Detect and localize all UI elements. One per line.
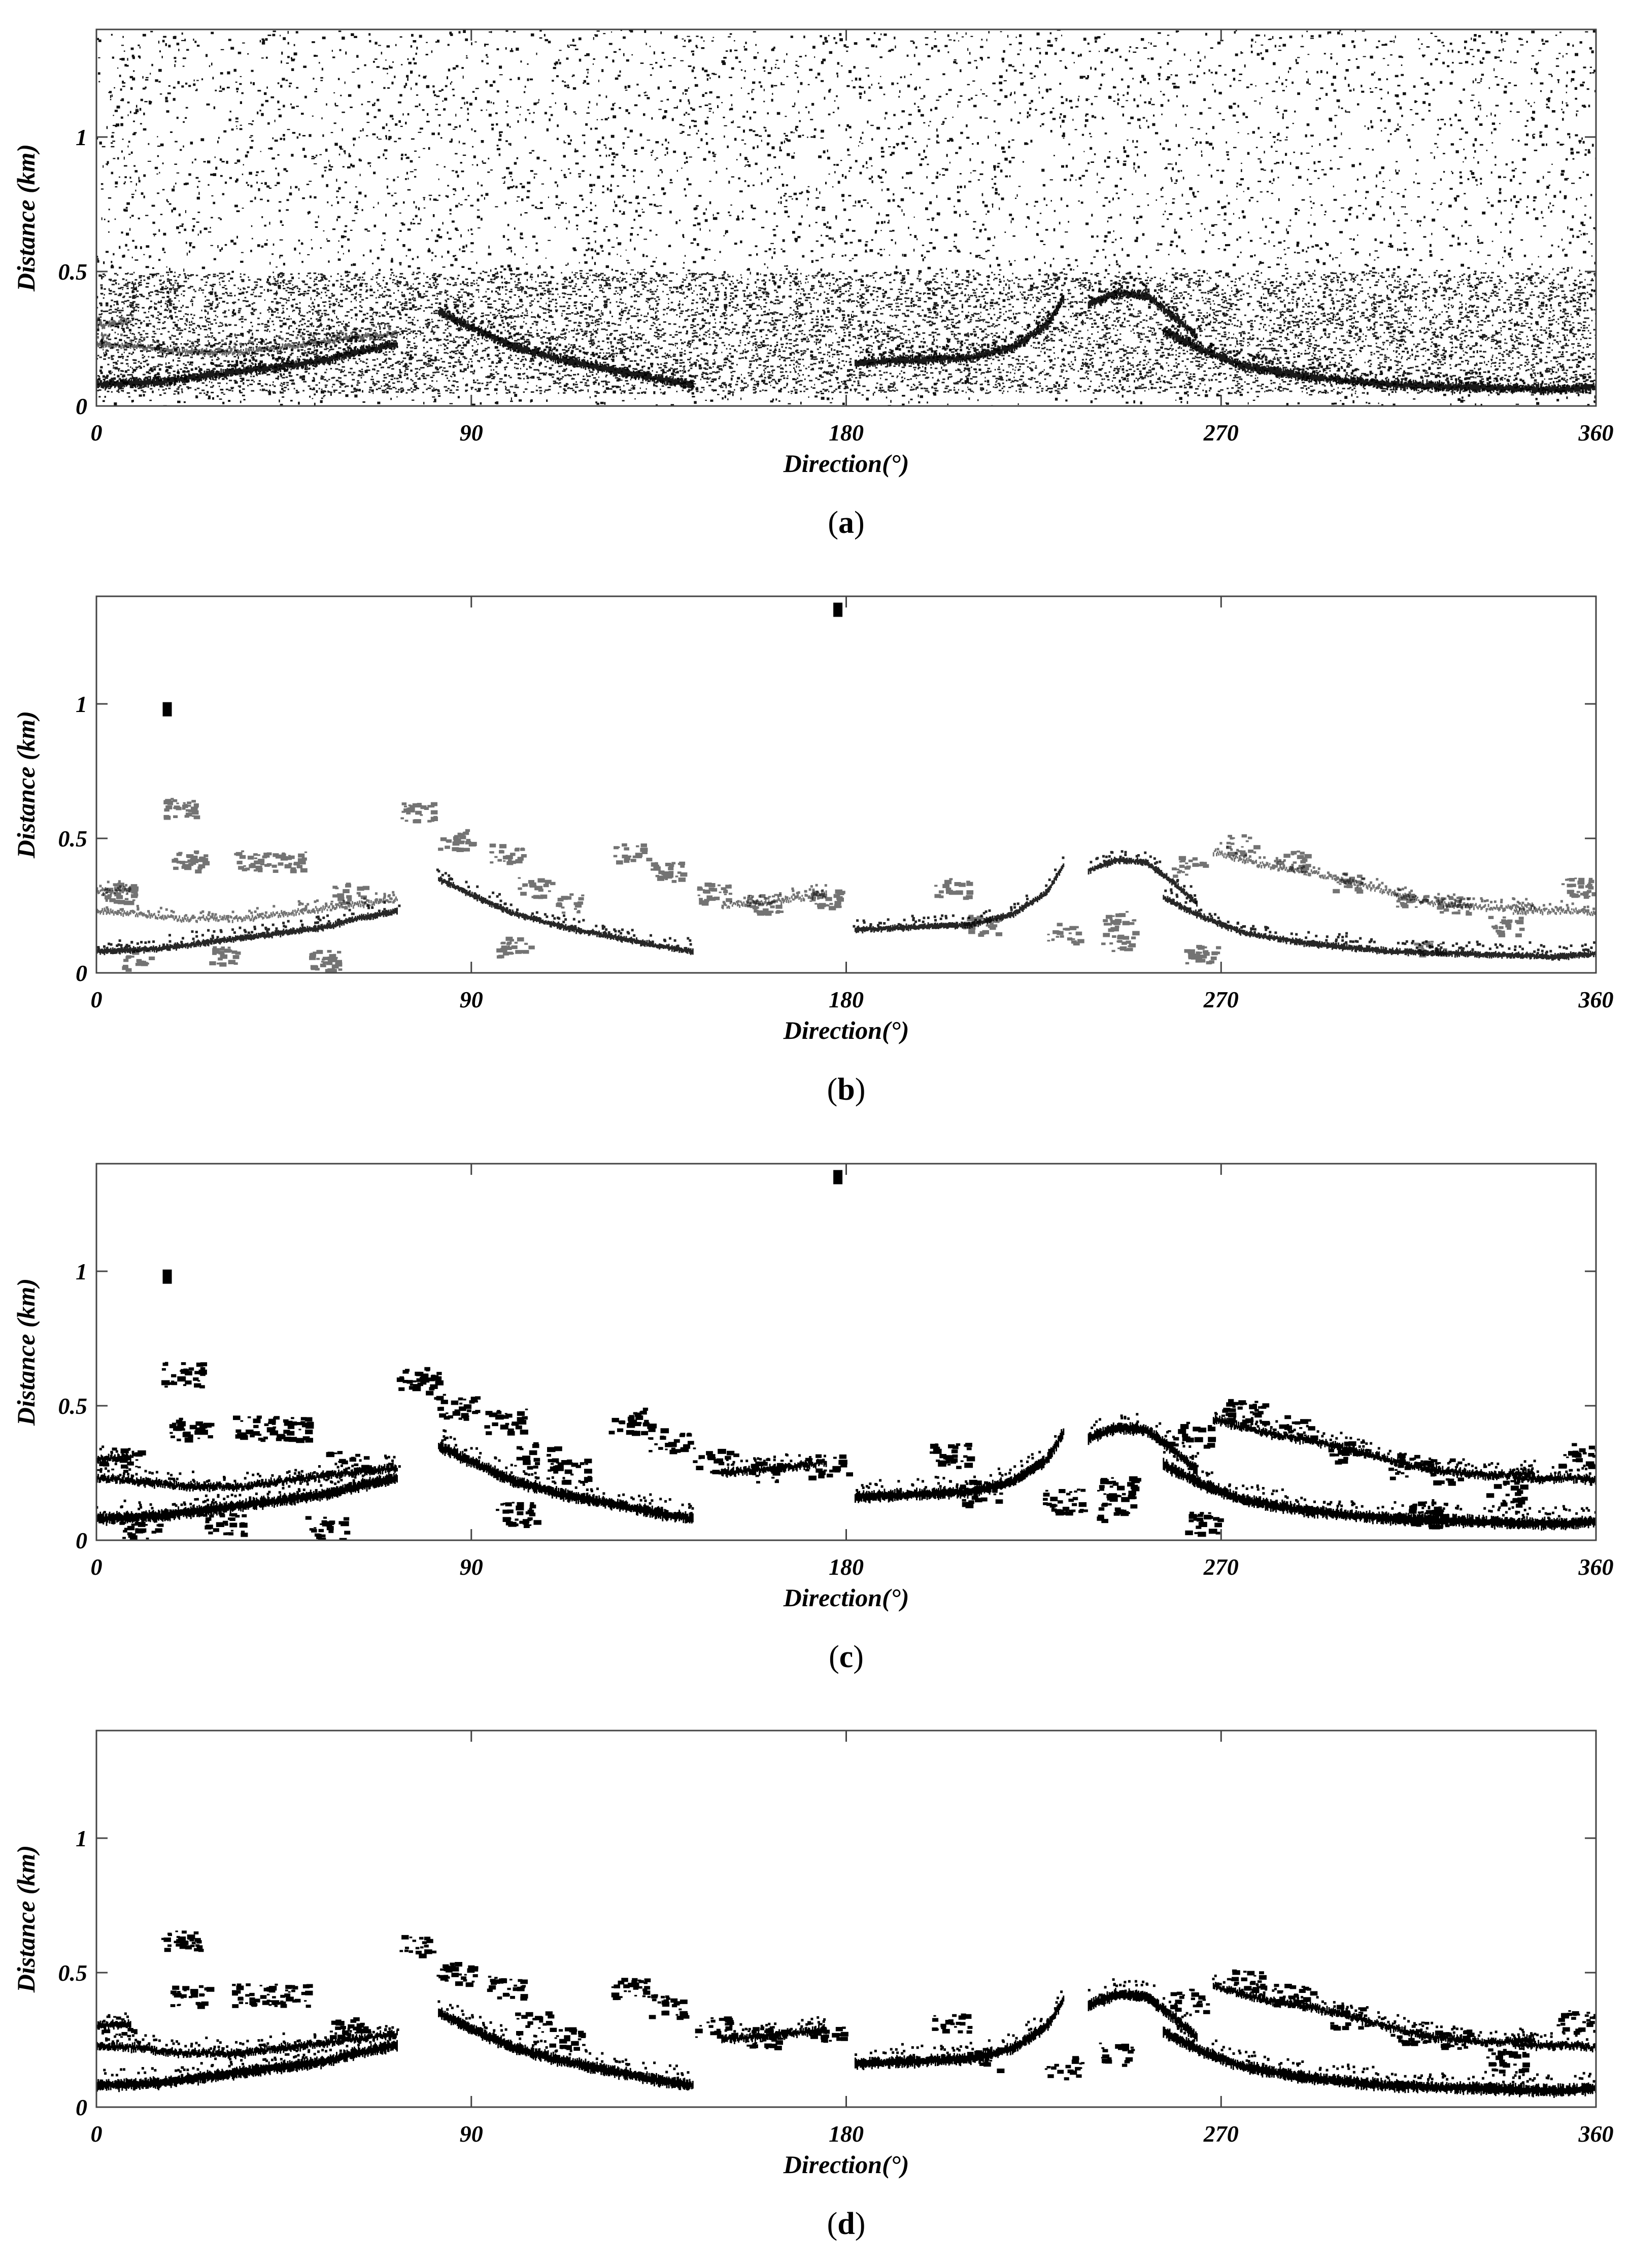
y-tick-label: 0 (76, 960, 87, 986)
x-tick-label: 360 (1578, 2121, 1614, 2147)
wave-band-main (1163, 2025, 1601, 2098)
panel-c: 0 90 180 270 360 0 0.5 1 Direction(°) Distance (k… (12, 1164, 1614, 1674)
x-tick-label: 180 (829, 420, 864, 446)
x-tick-label: 270 (1203, 2121, 1239, 2147)
y-axis-label: Distance (km) (12, 1278, 40, 1426)
panel-label-close: ) (854, 505, 865, 540)
x-tick-label: 360 (1578, 1554, 1614, 1580)
panel-label: (b) (827, 1072, 866, 1107)
x-tick-label: 270 (1203, 1554, 1239, 1580)
data-marks (94, 603, 1599, 973)
data-marks (96, 29, 1599, 409)
y-tick-label: 0 (76, 1528, 87, 1553)
x-tick-label: 360 (1578, 420, 1614, 446)
wave-band-main (1163, 888, 1598, 961)
x-tick-label: 180 (829, 1554, 864, 1580)
x-tick-label: 90 (460, 987, 483, 1012)
wave-band-main (1163, 1451, 1598, 1531)
y-tick-label: 1 (76, 124, 87, 150)
isolated-point (163, 702, 172, 717)
wave-band-secondary (1513, 900, 1598, 917)
panel-b: 0 90 180 270 360 0 0.5 1 Direction(°) Distance (k… (12, 596, 1614, 1107)
isolated-point (833, 1170, 842, 1184)
wave-band-secondary (1213, 1410, 1536, 1481)
x-tick-label: 0 (91, 1554, 103, 1580)
y-tick-label: 0.5 (58, 1393, 88, 1419)
y-axis-label: Distance (km) (12, 144, 40, 292)
panel-label: (d) (827, 2207, 866, 2241)
y-tick-label: 0.5 (58, 826, 88, 852)
panel-label-close: ) (855, 2207, 866, 2241)
panel-label-letter: d (837, 2207, 855, 2241)
wave-band-secondary (1213, 842, 1535, 912)
x-axis-label: Direction(°) (783, 1583, 909, 1612)
data-marks (96, 1931, 1601, 2098)
panel-d: 0 90 180 270 360 0 0.5 1 Direction(°) Distance (k… (12, 1731, 1614, 2241)
y-tick-label: 0 (76, 2094, 87, 2120)
data-marks (95, 1170, 1599, 1543)
x-tick-label: 180 (829, 987, 864, 1012)
y-tick-label: 1 (76, 1825, 87, 1851)
x-axis-label: Direction(°) (783, 449, 909, 478)
x-tick-label: 90 (460, 420, 483, 446)
plot-frame (96, 596, 1596, 973)
wave-band-secondary (96, 2012, 131, 2030)
x-axis-label: Direction(°) (783, 2150, 909, 2179)
x-tick-label: 0 (91, 987, 103, 1012)
x-tick-label: 180 (829, 2121, 864, 2147)
wave-band-main (1088, 1413, 1199, 1476)
x-tick-label: 360 (1578, 987, 1614, 1012)
plot-frame (96, 1164, 1596, 1540)
panel-label-open: ( (828, 505, 838, 540)
isolated-point (833, 603, 842, 617)
x-tick-label: 0 (91, 420, 103, 446)
y-tick-label: 1 (76, 691, 87, 717)
y-tick-label: 0.5 (58, 259, 88, 285)
x-axis-label: Direction(°) (783, 1016, 909, 1044)
y-axis-label: Distance (km) (12, 1845, 40, 1993)
panel-label-open: ( (827, 2207, 838, 2241)
panel-label-open: ( (827, 1072, 838, 1107)
panel-label: (a) (828, 505, 864, 540)
panel-label: (c) (829, 1640, 864, 1674)
panel-label-close: ) (853, 1640, 864, 1674)
wave-band-main (94, 901, 400, 955)
panel-label-close: ) (855, 1072, 866, 1107)
panel-label-letter: a (838, 505, 854, 540)
noise-speckle-lower (96, 272, 1599, 394)
wave-band-secondary (1513, 2031, 1598, 2052)
y-tick-label: 0 (76, 393, 87, 419)
x-tick-label: 90 (460, 1554, 483, 1580)
panel-label-letter: c (839, 1640, 854, 1674)
y-tick-label: 0.5 (58, 1960, 88, 1986)
x-tick-label: 270 (1203, 987, 1239, 1012)
panel-a: 0 90 180 270 360 0 0.5 1 Direction(°) Distance (k… (12, 29, 1614, 540)
panel-label-open: ( (829, 1640, 839, 1674)
x-tick-label: 0 (91, 2121, 103, 2147)
wave-band-main (853, 857, 1064, 934)
x-tick-label: 270 (1203, 420, 1239, 446)
panel-label-letter: b (837, 1072, 855, 1107)
isolated-point (163, 1270, 172, 1284)
y-tick-label: 1 (76, 1259, 87, 1284)
y-axis-label: Distance (km) (12, 711, 40, 859)
x-tick-label: 90 (460, 2121, 483, 2147)
